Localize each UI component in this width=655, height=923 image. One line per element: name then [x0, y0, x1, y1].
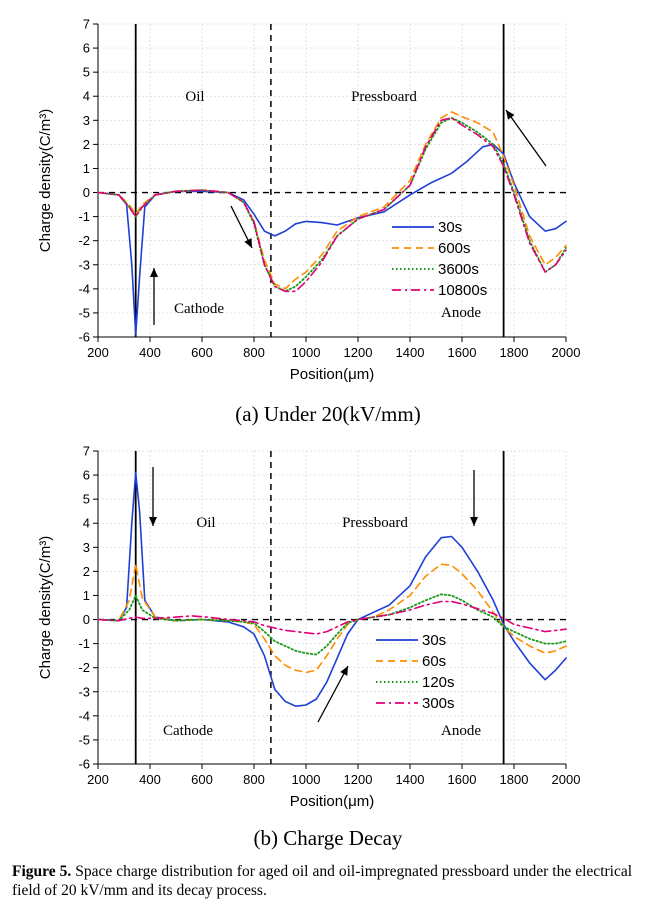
x-tick-label: 400: [139, 345, 161, 360]
series-line-3600s: [97, 117, 567, 293]
x-tick-label: 200: [87, 345, 109, 360]
region-label-cathode: Cathode: [174, 301, 224, 317]
region-label-cathode: Cathode: [163, 723, 213, 739]
x-tick-label: 1600: [448, 345, 477, 360]
y-tick-label: -6: [78, 757, 90, 772]
y-tick-label: -4: [78, 708, 90, 723]
x-tick-label: 2000: [552, 772, 581, 787]
annotation-arrow-shaft: [317, 665, 349, 723]
x-axis-label: Position(μm): [290, 793, 375, 810]
x-tick-label: 1200: [344, 772, 373, 787]
y-tick-label: 5: [83, 65, 90, 80]
series-line-600s: [97, 111, 567, 290]
y-tick-label: -5: [78, 732, 90, 747]
y-tick-label: -2: [78, 233, 90, 248]
x-tick-label: 1000: [292, 772, 321, 787]
region-label-oil: Oil: [185, 89, 204, 105]
annotation-arrow-head: [470, 517, 478, 526]
y-tick-label: -6: [78, 330, 90, 345]
annotation-arrow-shaft: [505, 109, 547, 167]
region-label-pressboard: Pressboard: [351, 89, 417, 105]
series-line-300s: [97, 600, 567, 635]
y-tick-label: 1: [83, 588, 90, 603]
figure-caption: Figure 5. Space charge distribution for …: [12, 862, 632, 900]
figure-caption-label: Figure 5.: [12, 863, 72, 880]
annotation-arrow-head: [149, 517, 157, 526]
legend-label-30s: 30s: [438, 219, 462, 236]
y-tick-label: 0: [83, 612, 90, 627]
series-line-30s: [97, 471, 567, 707]
series-line-30s: [97, 143, 567, 336]
y-tick-label: -5: [78, 305, 90, 320]
legend-label-60s: 60s: [422, 653, 446, 670]
x-tick-label: 1400: [396, 345, 425, 360]
legend-label-30s: 30s: [422, 632, 446, 649]
legend-label-3600s: 3600s: [438, 261, 479, 278]
y-tick-label: -1: [78, 209, 90, 224]
y-tick-label: 6: [83, 41, 90, 56]
x-tick-label: 1800: [500, 345, 529, 360]
x-tick-label: 1600: [448, 772, 477, 787]
region-label-anode: Anode: [441, 305, 481, 321]
legend-label-120s: 120s: [422, 674, 455, 691]
y-tick-label: 2: [83, 564, 90, 579]
y-tick-label: -3: [78, 684, 90, 699]
legend-label-300s: 300s: [422, 695, 455, 712]
legend-label-600s: 600s: [438, 240, 471, 257]
chart-panel-b: -6 -5 -4 -3 -2 -1 0 1 2 3 4 5 6 7 200 400 600 800 1000 1200…: [37, 444, 580, 851]
series-line-120s: [97, 593, 567, 656]
y-tick-label: -2: [78, 660, 90, 675]
y-tick-label: 5: [83, 492, 90, 507]
y-tick-label: 2: [83, 137, 90, 152]
x-tick-label: 1000: [292, 345, 321, 360]
x-tick-label: 800: [243, 772, 265, 787]
series-line-10800s: [97, 117, 567, 293]
x-tick-label: 800: [243, 345, 265, 360]
y-tick-label: 4: [83, 89, 90, 104]
annotation-arrow-head: [150, 268, 158, 277]
x-tick-label: 400: [139, 772, 161, 787]
figure-caption-text: Space charge distribution for aged oil a…: [12, 863, 633, 899]
y-tick-label: 7: [83, 17, 90, 32]
x-tick-label: 1200: [344, 345, 373, 360]
x-tick-label: 1800: [500, 772, 529, 787]
y-axis-label: Charge density(C/m³): [37, 109, 54, 252]
annotation-arrow-head: [506, 110, 515, 120]
x-tick-label: 2000: [552, 345, 581, 360]
x-tick-label: 600: [191, 772, 213, 787]
y-tick-label: 3: [83, 113, 90, 128]
chart-panel-a: -6 -5 -4 -3 -2 -1 0 1 2 3 4 5 6 7 200 400 600 800 1000 1200…: [37, 17, 580, 427]
panel-caption: (a) Under 20(kV/mm): [235, 402, 420, 426]
region-label-anode: Anode: [441, 723, 481, 739]
x-axis-label: Position(μm): [290, 366, 375, 383]
y-tick-label: 6: [83, 468, 90, 483]
y-tick-label: -4: [78, 281, 90, 296]
panel-caption: (b) Charge Decay: [254, 826, 403, 850]
y-tick-label: 1: [83, 161, 90, 176]
annotation-arrow-head: [340, 666, 348, 676]
legend-label-10800s: 10800s: [438, 282, 487, 299]
x-tick-label: 1400: [396, 772, 425, 787]
region-label-oil: Oil: [196, 515, 215, 531]
y-tick-label: 0: [83, 185, 90, 200]
x-tick-label: 600: [191, 345, 213, 360]
y-tick-label: 7: [83, 444, 90, 459]
y-tick-label: -1: [78, 636, 90, 651]
y-tick-label: 3: [83, 540, 90, 555]
x-tick-label: 200: [87, 772, 109, 787]
y-tick-label: -3: [78, 257, 90, 272]
region-label-pressboard: Pressboard: [342, 515, 408, 531]
y-axis-label: Charge density(C/m³): [37, 536, 54, 679]
annotation-arrow-head: [244, 238, 252, 248]
y-tick-label: 4: [83, 516, 90, 531]
